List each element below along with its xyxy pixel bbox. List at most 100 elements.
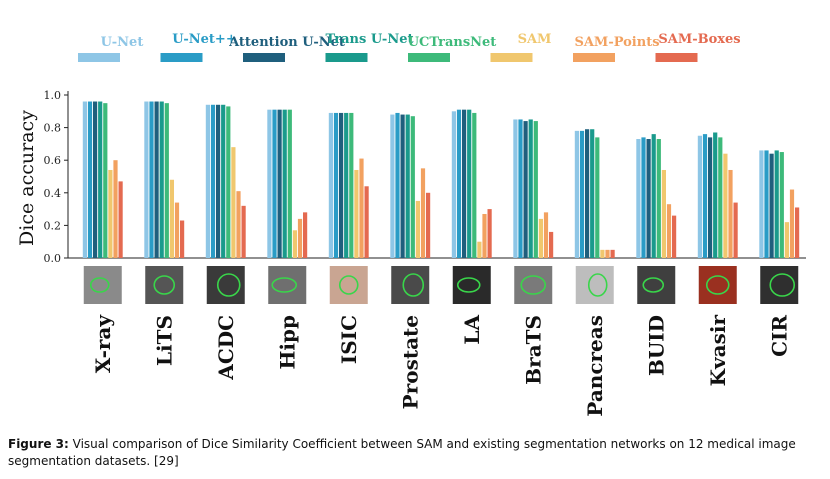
- legend-label-4: Trans U-Net: [326, 32, 414, 47]
- bar-isic-2: [333, 112, 339, 259]
- bar-isic-3: [339, 112, 344, 259]
- bar-kvasir-2: [702, 134, 708, 258]
- bar-prostate-1: [390, 114, 395, 258]
- thumbnail-la: [452, 266, 491, 304]
- bar-pancreas-8: [610, 249, 615, 258]
- bar-acdc-2: [210, 104, 216, 258]
- category-label-x-ray: X-ray: [91, 314, 115, 374]
- thumbnail-kvasir: [698, 266, 737, 304]
- bar-pancreas-1: [574, 130, 579, 258]
- category-label-buid: BUID: [644, 315, 668, 376]
- bar-prostate-4: [405, 114, 410, 258]
- bar-hipp-2: [272, 109, 277, 258]
- bar-la-4: [467, 109, 472, 258]
- legend-swatch-8: [655, 53, 698, 62]
- legend-swatch-3: [243, 53, 285, 62]
- bar-buid-2: [641, 137, 646, 258]
- legend-swatch-6: [490, 53, 533, 62]
- plot-area: 0.0 0.2 0.4 0.6 0.8 1.0: [44, 89, 806, 265]
- bar-isic-4: [344, 112, 349, 259]
- bar-pancreas-7: [605, 249, 610, 258]
- bar-x-ray-6: [108, 169, 113, 258]
- y-tick-label: 0.6: [44, 154, 62, 167]
- category-label-acdc: ACDC: [214, 315, 238, 381]
- bar-lits-1: [144, 101, 149, 259]
- thumbnail-cir: [760, 266, 799, 304]
- bar-la-2: [456, 109, 462, 258]
- y-tick-label: 0.4: [44, 187, 62, 200]
- category-label-hipp: Hipp: [275, 315, 299, 369]
- thumbnail-acdc: [206, 266, 245, 304]
- bar-x-ray-7: [113, 160, 118, 258]
- legend-swatch-4: [325, 53, 368, 62]
- bar-x-ray-4: [98, 101, 103, 259]
- legend-swatch-5: [408, 53, 450, 62]
- bar-acdc-6: [231, 147, 236, 258]
- bar-kvasir-7: [728, 169, 733, 258]
- bar-lits-6: [169, 179, 174, 258]
- bar-buid-5: [656, 139, 661, 258]
- legend-label-6: SAM: [518, 32, 552, 47]
- bar-acdc-4: [221, 104, 226, 258]
- y-tick-label: 1.0: [44, 89, 62, 102]
- bar-acdc-1: [205, 104, 210, 258]
- bar-x-ray-3: [93, 101, 98, 259]
- bar-cir-6: [784, 222, 789, 258]
- bar-lits-5: [164, 103, 169, 259]
- category-label-prostate: Prostate: [398, 315, 422, 409]
- bar-kvasir-5: [718, 137, 723, 258]
- bar-brats-3: [523, 121, 528, 258]
- bar-brats-8: [549, 231, 554, 258]
- bar-pancreas-6: [600, 249, 605, 258]
- bar-la-6: [477, 241, 482, 258]
- legend-label-8: SAM-Boxes: [658, 32, 740, 47]
- category-label-kvasir: Kvasir: [706, 315, 730, 387]
- caption-text: Visual comparison of Dice Similarity Coe…: [8, 437, 796, 468]
- bar-acdc-5: [226, 106, 231, 258]
- legend-label-2: U-Net++: [172, 32, 236, 47]
- bar-acdc-7: [236, 191, 241, 258]
- thumbnail-brats: [514, 266, 553, 304]
- bar-la-1: [451, 111, 456, 258]
- bar-x-ray-5: [103, 103, 108, 259]
- thumbnail-prostate: [391, 266, 430, 304]
- category-label-cir: CIR: [767, 315, 791, 357]
- bar-isic-5: [349, 112, 354, 259]
- bar-brats-2: [518, 119, 523, 258]
- bar-pancreas-5: [595, 137, 600, 258]
- y-tick-label: 0.8: [44, 122, 62, 135]
- bar-prostate-7: [420, 168, 426, 258]
- bar-cir-1: [759, 150, 764, 258]
- bar-hipp-8: [303, 212, 308, 258]
- bar-isic-8: [364, 186, 369, 258]
- bar-cir-4: [774, 150, 779, 258]
- figure-caption: Figure 3: Visual comparison of Dice Simi…: [8, 436, 823, 470]
- bar-lits-3: [154, 101, 159, 259]
- bar-lits-4: [159, 101, 164, 259]
- thumbnail-hipp: [268, 266, 307, 304]
- bar-prostate-2: [395, 112, 400, 259]
- bar-cir-5: [779, 152, 784, 258]
- thumbnail-buid: [637, 266, 676, 304]
- bar-prostate-3: [400, 114, 405, 258]
- bar-kvasir-8: [733, 202, 738, 258]
- bar-cir-8: [795, 207, 800, 258]
- bar-buid-4: [651, 134, 656, 258]
- bar-buid-1: [636, 139, 641, 258]
- category-label-isic: ISIC: [337, 315, 361, 364]
- bar-hipp-7: [297, 218, 303, 258]
- caption-label: Figure 3:: [8, 437, 69, 451]
- dataset-thumbnails: [83, 266, 799, 304]
- legend-label-5: UCTransNet: [408, 35, 497, 50]
- bar-prostate-6: [415, 200, 420, 258]
- bar-brats-1: [513, 119, 518, 258]
- bars: [82, 101, 800, 259]
- bar-kvasir-3: [708, 137, 713, 258]
- thumbnail-lits: [145, 266, 184, 304]
- bar-buid-8: [672, 215, 677, 258]
- bar-kvasir-1: [697, 135, 702, 258]
- y-tick-label: 0.0: [44, 252, 62, 265]
- bar-pancreas-4: [590, 129, 595, 258]
- thumbnail-pancreas: [575, 266, 614, 304]
